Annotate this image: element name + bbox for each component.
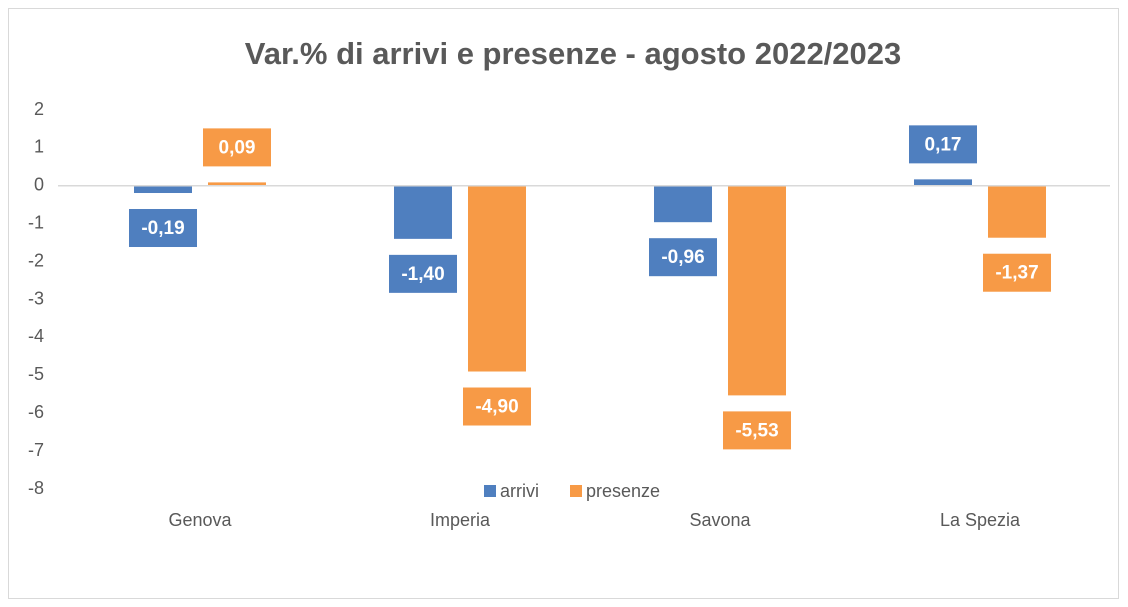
data-label: -0,19 [141,218,184,239]
x-tick-label: Genova [168,510,232,530]
y-tick-label: -5 [28,364,44,384]
y-tick-label: 1 [34,137,44,157]
x-tick-label: La Spezia [940,510,1021,530]
data-label-box [463,387,531,426]
x-tick-label: Imperia [430,510,491,530]
data-label-box [649,238,717,277]
y-tick-label: -8 [28,478,44,498]
data-label: -0,96 [661,247,704,268]
data-label-box [983,253,1051,292]
data-label: -4,90 [475,397,518,418]
y-tick-label: -2 [28,250,44,270]
y-tick-label: -1 [28,212,44,232]
data-label: -1,40 [401,264,444,285]
y-tick-label: 2 [34,99,44,119]
y-tick-label: -7 [28,440,44,460]
legend-swatch [484,485,496,497]
chart-border [8,8,1119,599]
data-label: 0,17 [925,134,962,155]
legend-swatch [570,485,582,497]
bar [988,185,1046,238]
data-label-box [203,128,271,167]
y-tick-label: 0 [34,175,44,195]
data-label: 0,09 [219,137,256,158]
data-label: -5,53 [735,420,778,441]
data-label-box [129,209,197,248]
legend-label: arrivi [500,481,539,501]
y-tick-label: -6 [28,402,44,422]
bar [208,182,266,186]
data-label-box [909,125,977,164]
y-tick-label: -3 [28,288,44,308]
data-label-box [723,411,791,450]
bar [654,185,712,223]
y-tick-label: -4 [28,326,44,346]
data-label: -1,37 [995,263,1038,284]
bar [134,185,192,194]
chart-title: Var.% di arrivi e presenze - agosto 2022… [245,36,902,71]
data-label-box [389,254,457,293]
legend-label: presenze [586,481,660,501]
x-tick-label: Savona [689,510,751,530]
bar [914,179,972,186]
bar [468,185,526,372]
bar [728,185,786,396]
bar [394,185,452,239]
